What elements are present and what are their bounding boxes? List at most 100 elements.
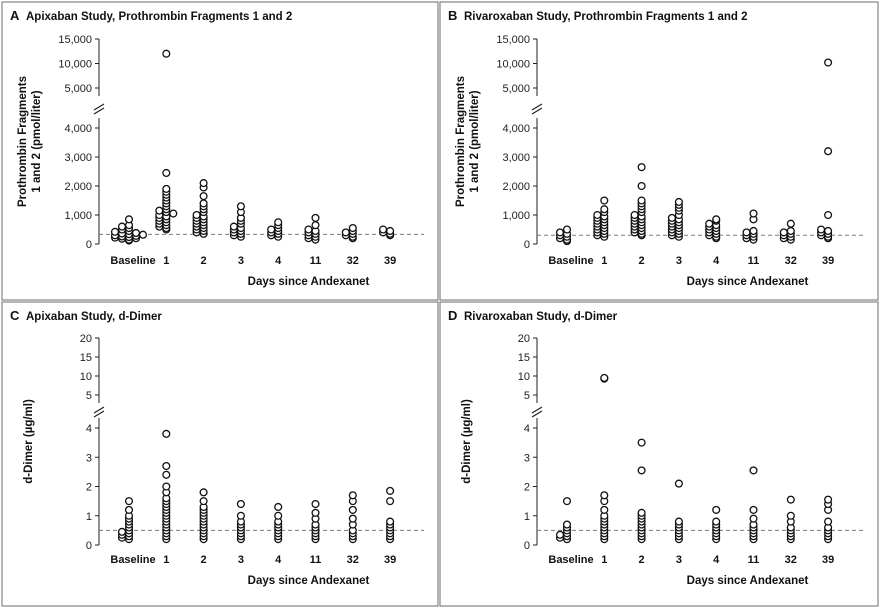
y-tick-label: 4 (86, 423, 92, 435)
data-point (162, 168, 171, 178)
data-point (786, 219, 795, 228)
x-tick-label: 4 (713, 255, 720, 267)
y-tick-label: 20 (80, 333, 92, 345)
x-tick-label: 11 (310, 255, 322, 267)
y-axis-label: Prothrombin Fragments (455, 76, 467, 207)
data-point (637, 466, 646, 475)
panel-title: Rivaroxaban Study, Prothrombin Fragments… (464, 11, 748, 23)
data-point (199, 488, 208, 497)
x-tick-label: 4 (713, 554, 720, 566)
y-tick-label: 15,000 (58, 34, 92, 46)
panel-frame (439, 1, 879, 301)
data-point (637, 181, 646, 191)
data-point (236, 202, 245, 211)
x-tick-label: 39 (384, 554, 396, 566)
axis-break-mark (93, 107, 105, 115)
x-tick-label: 11 (310, 554, 322, 566)
y-tick-label: 0 (524, 239, 530, 251)
y-tick-label: 15 (518, 352, 530, 364)
data-point (386, 497, 395, 506)
data-point (162, 49, 171, 58)
panel-frame (1, 1, 439, 301)
data-point (786, 495, 795, 504)
x-tick-label: 11 (748, 554, 760, 566)
data-point (712, 215, 721, 224)
data-point (705, 219, 714, 228)
panel-title: Apixaban Study, Prothrombin Fragments 1 … (26, 11, 292, 23)
data-point (117, 527, 127, 536)
data-point (274, 502, 283, 512)
x-axis-label: Days since Andexanet (248, 575, 370, 587)
x-tick-label: Baseline (110, 554, 155, 566)
panel-d: D Rivaroxaban Study, d-Dimer 0 1 2 3 4 5 10 15 20 d… (439, 301, 879, 607)
data-point (637, 438, 646, 447)
panel-title: Rivaroxaban Study, d-Dimer (464, 311, 618, 323)
y-tick-label: 2,000 (64, 181, 92, 193)
data-point (824, 147, 833, 156)
data-point (600, 205, 609, 214)
data-point (124, 215, 134, 224)
data-point (162, 184, 171, 193)
x-tick-label: 39 (822, 554, 834, 566)
x-tick-label: 39 (822, 255, 834, 267)
data-point (379, 225, 388, 234)
data-point (712, 505, 721, 514)
axis-break-mark (93, 103, 105, 111)
x-axis-label: Days since Andexanet (248, 276, 370, 288)
panel-a: A Apixaban Study, Prothrombin Fragments 1… (1, 1, 439, 301)
data-point (199, 497, 208, 506)
data-point (824, 517, 833, 526)
x-axis-label: Days since Andexanet (687, 276, 809, 288)
y-tick-label: 0 (524, 540, 530, 552)
data-point (637, 196, 646, 205)
data-point (600, 196, 609, 205)
y-tick-label: 15 (80, 352, 92, 364)
y-tick-label: 10,000 (496, 59, 530, 71)
data-point (311, 213, 320, 222)
data-point (630, 210, 639, 220)
y-tick-label: 4,000 (502, 123, 530, 135)
data-point (199, 199, 208, 208)
data-point (749, 466, 758, 475)
x-tick-label: 4 (275, 255, 282, 267)
panel-letter: D (448, 308, 457, 323)
data-point (267, 225, 276, 234)
x-tick-label: 3 (676, 255, 682, 267)
data-point (199, 179, 208, 188)
data-point (348, 514, 357, 523)
data-point (274, 511, 283, 520)
data-point (386, 226, 395, 236)
data-point (341, 228, 350, 237)
x-tick-label: 1 (163, 554, 169, 566)
x-tick-label: 1 (601, 554, 607, 566)
data-point (749, 226, 758, 236)
y-axis-label: 1 and 2 (pmol/liter) (31, 90, 43, 192)
data-point (600, 491, 609, 500)
data-point (562, 520, 572, 529)
axis-break-mark (531, 107, 543, 115)
y-tick-label: 20 (518, 333, 530, 345)
x-tick-label: 2 (201, 255, 207, 267)
y-tick-label: 0 (86, 540, 92, 552)
data-point (593, 210, 602, 220)
data-point (555, 228, 565, 237)
y-tick-label: 3,000 (64, 152, 92, 164)
data-point (304, 225, 313, 234)
y-tick-label: 2,000 (502, 181, 530, 193)
axis-break-mark (531, 410, 543, 418)
x-axis-label: Days since Andexanet (687, 575, 809, 587)
x-tick-label: 11 (748, 255, 760, 267)
data-point (124, 505, 134, 514)
data-point (169, 209, 178, 218)
x-tick-label: 32 (347, 255, 359, 267)
y-axis-label: d-Dimer (µg/ml) (23, 399, 35, 484)
data-point (274, 218, 283, 227)
data-point (749, 505, 758, 514)
x-tick-label: 39 (384, 255, 396, 267)
panel-letter: C (10, 308, 20, 323)
x-tick-label: 2 (639, 255, 645, 267)
x-tick-label: 2 (639, 554, 645, 566)
y-tick-label: 5 (524, 390, 530, 402)
y-tick-label: 5,000 (64, 83, 92, 95)
data-point (749, 209, 758, 218)
